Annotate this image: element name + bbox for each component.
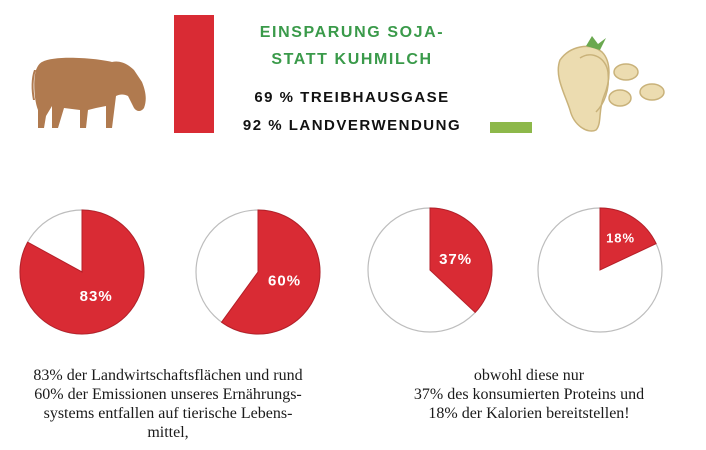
caption-right-line: 37% des konsumierten Proteins und [413, 386, 645, 403]
pie-label: 60% [268, 273, 301, 290]
stat-greenhouse-gases: 69 % TREIBHAUSGASE [254, 89, 450, 106]
caption-right-line: obwohl diese nur [473, 367, 585, 384]
pie-slice [429, 207, 493, 314]
pie-label: 18% [606, 231, 635, 246]
soy-bar [490, 122, 532, 133]
stat-land-use: 92 % LANDVERWENDUNG [242, 117, 462, 134]
cow-icon [31, 57, 146, 128]
pie-label: 37% [439, 251, 472, 268]
pie-slice [220, 209, 321, 335]
pie-label: 83% [80, 288, 113, 305]
caption-left-line: 60% der Emissionen unseres Ernährungs- [34, 386, 302, 403]
pie-charts: 83% 60% 37% 18% [19, 207, 663, 335]
title-line-2: STATT KUHMILCH [271, 51, 433, 68]
caption-right: obwohl diese nur 37% des konsumierten Pr… [352, 366, 706, 423]
pie-slice [19, 209, 145, 335]
caption-right-line: 18% der Kalorien bereitstellen! [428, 405, 630, 422]
caption-left-line: 83% der Landwirtschaftsflächen und rund [33, 367, 303, 384]
caption-left: 83% der Landwirtschaftsflächen und rund … [0, 366, 336, 442]
title-line-1: EINSPARUNG SOJA- [259, 24, 445, 41]
animal-bar [174, 15, 214, 133]
pie-slice [599, 207, 657, 271]
caption-left-line: systems entfallen auf tierische Lebens- [43, 405, 293, 422]
soybean-icon [557, 36, 665, 132]
caption-left-line: mittel, [147, 424, 189, 441]
